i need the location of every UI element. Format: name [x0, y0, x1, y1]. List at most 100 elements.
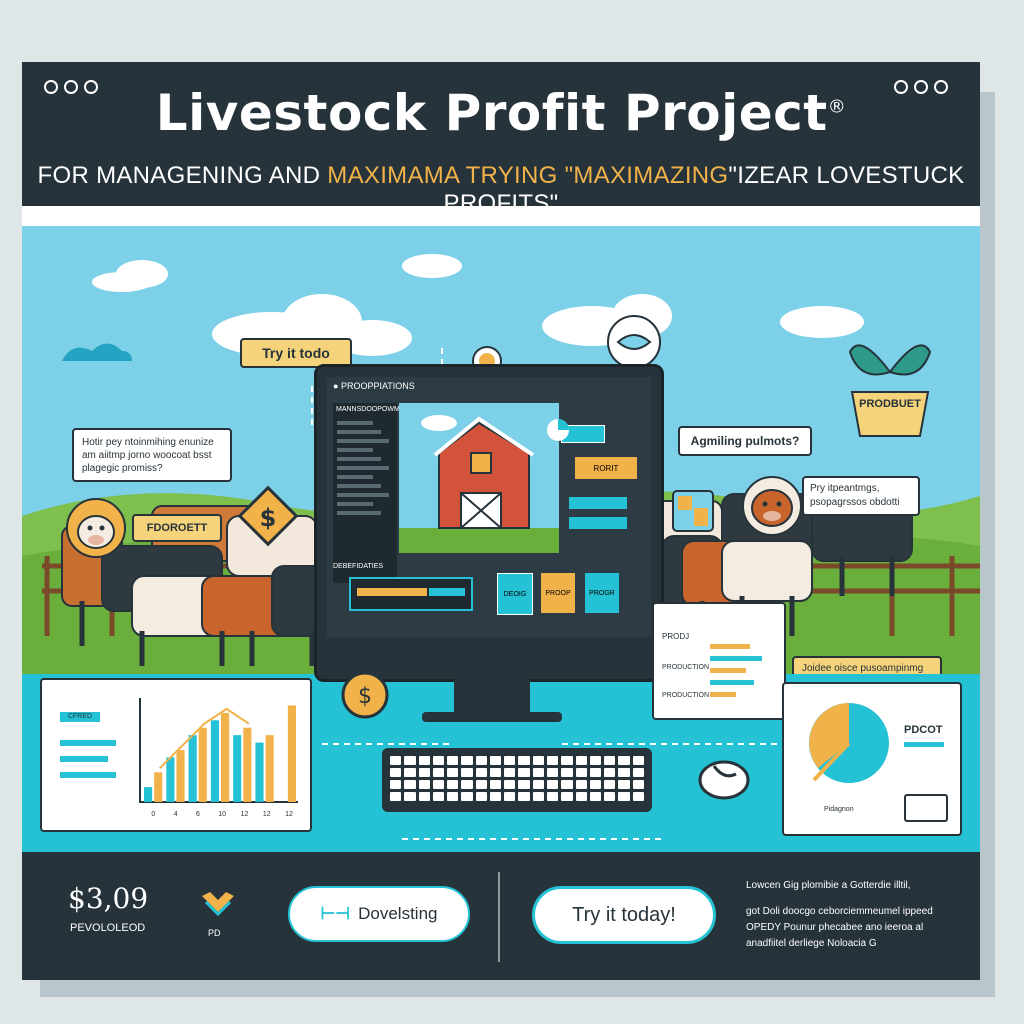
- sidebar-item[interactable]: [337, 484, 381, 488]
- desk-decor: [322, 743, 782, 840]
- chart-bar: [265, 735, 274, 802]
- monitor: ● PROOPPIATIONS MANNSDOOPOWMEITS RORIT: [314, 364, 664, 682]
- sidebar-item[interactable]: [337, 421, 373, 425]
- sidebar-item[interactable]: [337, 439, 389, 443]
- sidebar-item[interactable]: [337, 493, 389, 497]
- sidebar-item[interactable]: [337, 502, 373, 506]
- chart-bar: [154, 772, 163, 802]
- keyboard-key: [547, 768, 559, 777]
- keyboard-key: [632, 768, 644, 777]
- keyboard-key: [504, 792, 516, 801]
- row-label-1: PRODJ: [662, 632, 690, 641]
- price-subtitle: PEVOLOLEOD: [70, 922, 146, 934]
- keyboard-key: [604, 792, 616, 801]
- progress-panel: [349, 577, 473, 611]
- cow-label: FDOROETT: [132, 514, 222, 542]
- chart-tick-label: 10: [218, 811, 226, 818]
- keyboard-key: [404, 792, 416, 801]
- keyboard-key: [475, 768, 487, 777]
- bubble-try-it: Try it todo: [240, 338, 352, 368]
- keyboard-key: [504, 768, 516, 777]
- sidebar-item[interactable]: [337, 448, 373, 452]
- keyboard-key: [547, 780, 559, 789]
- chart-bar: [176, 750, 185, 802]
- keyboard-key: [532, 768, 545, 777]
- keyboard-key: [518, 756, 530, 765]
- sidebar-item[interactable]: [337, 430, 381, 434]
- row-label-3: PRODUCTION: [662, 692, 710, 699]
- keyboard-key: [504, 756, 516, 765]
- keyboard-key: [461, 792, 473, 801]
- pie-box: [904, 794, 948, 822]
- sidebar-item[interactable]: [337, 457, 381, 461]
- window-dots-right: [894, 80, 948, 94]
- chart-legend: CFRED: [60, 712, 100, 722]
- logo-caption: PD: [208, 928, 221, 938]
- chart-bar: [287, 705, 296, 802]
- side-button-4[interactable]: [569, 517, 627, 529]
- chart-bar: [198, 727, 207, 802]
- pie-mini-icon: [547, 419, 569, 441]
- bubble-question: Hotir pey ntoinmihing enunize am aiitmp …: [72, 428, 232, 482]
- keyboard-key: [547, 792, 559, 801]
- keyboard-key: [618, 792, 630, 801]
- keyboard-key: [604, 756, 616, 765]
- keyboard-key: [518, 768, 530, 777]
- divider: [498, 872, 500, 962]
- tile-2[interactable]: PROOP: [541, 573, 575, 613]
- row-label-2: PRODUCTION: [662, 664, 710, 671]
- keyboard-key: [418, 756, 430, 765]
- keyboard-key: [489, 780, 502, 789]
- keyboard-key: [418, 780, 430, 789]
- chart-tick-label: 12: [263, 811, 271, 818]
- app-sidebar: MANNSDOOPOWMEITS: [333, 403, 415, 583]
- left-chart-panel: CFRED 0 4 6 10 12 12 12: [40, 678, 312, 832]
- keyboard-key: [618, 768, 630, 777]
- clouds: [92, 254, 864, 356]
- panel-label: DEBEFIDATIES: [333, 563, 384, 570]
- footer-info: Lowcen Gig plomibie a Gotterdie illtil, …: [746, 880, 933, 949]
- chart-tick-label: 0: [151, 811, 155, 818]
- keyboard-key: [447, 780, 459, 789]
- chart-tick-label: 12: [241, 811, 249, 818]
- keyboard-key: [461, 768, 473, 777]
- pie-chart: [809, 703, 889, 783]
- sidebar-item[interactable]: [337, 511, 381, 515]
- progress-fill: [357, 588, 427, 596]
- chart-bar: [255, 742, 264, 802]
- monitor-stand: [454, 678, 530, 718]
- keyboard-key: [575, 780, 587, 789]
- keyboard-key: [390, 768, 402, 777]
- keyboard-key: [632, 780, 644, 789]
- svg-text:$: $: [260, 504, 277, 532]
- keyboard-key: [418, 768, 430, 777]
- monitor-base: [422, 712, 562, 722]
- window-dots-left: [44, 80, 98, 94]
- footer: $3,09 PEVOLOLEOD PD ⊢⊣ Dovelsting Try it …: [22, 852, 980, 980]
- pie-caption: Pidagnon: [824, 806, 854, 813]
- sidebar-item[interactable]: [337, 466, 389, 470]
- keyboard-key: [604, 780, 616, 789]
- keyboard-key: [575, 792, 587, 801]
- keyboard-key: [404, 756, 416, 765]
- sidebar-item[interactable]: [337, 475, 373, 479]
- keyboard-key: [561, 768, 573, 777]
- keyboard-key: [532, 792, 545, 801]
- keyboard-key: [532, 756, 545, 765]
- try-it-today-button[interactable]: Try it today!: [532, 886, 716, 944]
- tile-1[interactable]: DEOIG: [497, 573, 533, 615]
- chart-tick-label: 12: [285, 811, 293, 818]
- side-button-3[interactable]: [569, 497, 627, 509]
- price: $3,09: [68, 882, 149, 915]
- tile-3[interactable]: PROGR: [585, 573, 619, 613]
- keyboard: [382, 748, 652, 812]
- keyboard-key: [447, 756, 459, 765]
- chart-bar: [166, 757, 175, 802]
- keyboard-key: [432, 756, 445, 765]
- keyboard-key: [475, 792, 487, 801]
- developing-button[interactable]: ⊢⊣ Dovelsting: [288, 886, 470, 942]
- app-title: ● PROOPPIATIONS: [333, 381, 415, 391]
- side-button-2[interactable]: RORIT: [575, 457, 637, 479]
- keyboard-key: [447, 768, 459, 777]
- chart-bar: [210, 720, 219, 802]
